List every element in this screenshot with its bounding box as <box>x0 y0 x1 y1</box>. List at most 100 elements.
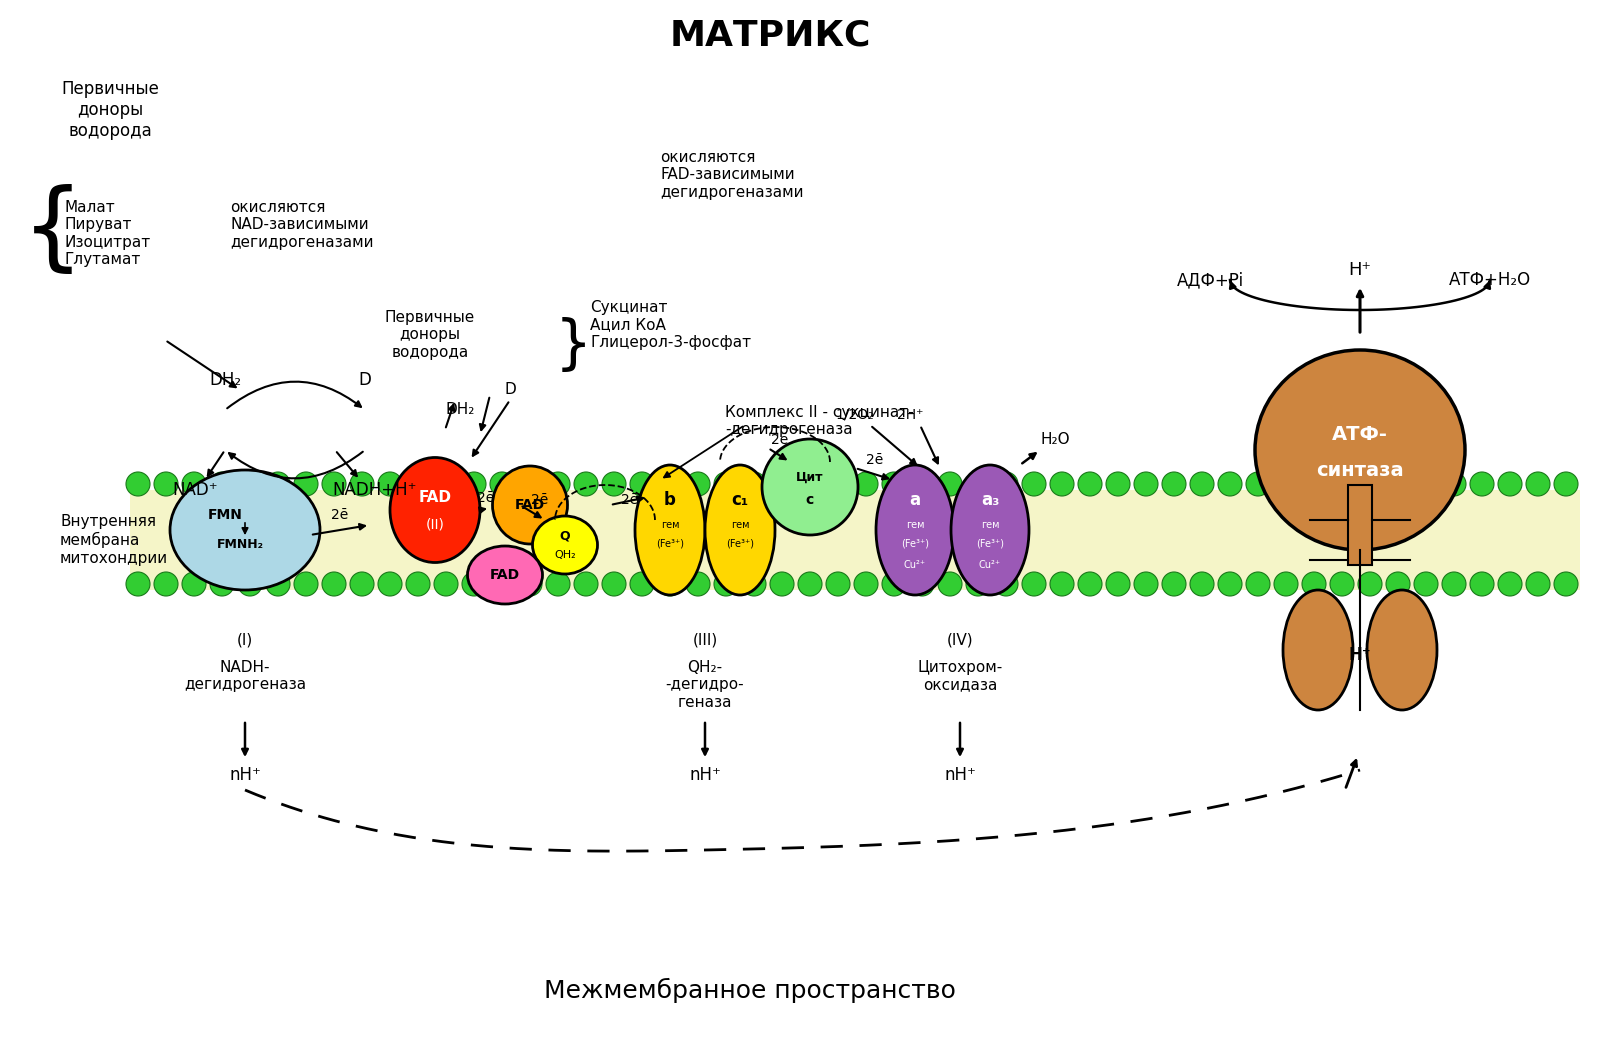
Circle shape <box>1442 572 1466 596</box>
Text: Малат
Пируват
Изоцитрат
Глутамат: Малат Пируват Изоцитрат Глутамат <box>66 200 152 267</box>
Circle shape <box>658 572 682 596</box>
Ellipse shape <box>170 470 320 590</box>
Text: 2ē: 2ē <box>531 493 549 507</box>
Text: (Fe³⁺): (Fe³⁺) <box>656 539 685 549</box>
Circle shape <box>490 572 514 596</box>
Text: гем: гем <box>731 520 749 530</box>
Circle shape <box>266 472 290 496</box>
Circle shape <box>602 572 626 596</box>
Text: H⁺: H⁺ <box>1349 261 1371 279</box>
Text: окисляются
FAD-зависимыми
дегидрогеназами: окисляются FAD-зависимыми дегидрогеназам… <box>661 150 803 199</box>
Circle shape <box>1162 572 1186 596</box>
Circle shape <box>322 572 346 596</box>
Ellipse shape <box>706 465 774 595</box>
Circle shape <box>126 472 150 496</box>
Circle shape <box>294 472 318 496</box>
Circle shape <box>1414 472 1438 496</box>
Circle shape <box>1162 472 1186 496</box>
Text: Межмембранное пространство: Межмембранное пространство <box>544 978 955 1003</box>
Circle shape <box>1134 572 1158 596</box>
Circle shape <box>238 472 262 496</box>
Circle shape <box>1050 572 1074 596</box>
Circle shape <box>994 472 1018 496</box>
Circle shape <box>546 472 570 496</box>
Circle shape <box>266 572 290 596</box>
Circle shape <box>406 472 430 496</box>
Text: FMN: FMN <box>208 508 243 522</box>
Circle shape <box>1554 572 1578 596</box>
Circle shape <box>630 472 654 496</box>
Circle shape <box>1022 572 1046 596</box>
Circle shape <box>1022 472 1046 496</box>
Text: DH₂: DH₂ <box>210 371 242 389</box>
Text: b: b <box>664 491 675 509</box>
Circle shape <box>1386 472 1410 496</box>
Ellipse shape <box>1283 590 1354 710</box>
Text: (IV): (IV) <box>947 633 973 647</box>
Circle shape <box>1358 472 1382 496</box>
Circle shape <box>882 572 906 596</box>
Bar <box>1347 485 1373 565</box>
Text: (I): (I) <box>237 633 253 647</box>
Circle shape <box>714 572 738 596</box>
Circle shape <box>994 572 1018 596</box>
Text: 2ē: 2ē <box>866 453 883 467</box>
Circle shape <box>462 472 486 496</box>
Ellipse shape <box>635 465 706 595</box>
Circle shape <box>658 472 682 496</box>
Text: гем: гем <box>661 520 680 530</box>
Circle shape <box>770 472 794 496</box>
Circle shape <box>1526 572 1550 596</box>
Circle shape <box>210 472 234 496</box>
Text: 2H⁺: 2H⁺ <box>898 408 923 422</box>
Circle shape <box>1050 472 1074 496</box>
Circle shape <box>1078 472 1102 496</box>
Text: Q: Q <box>560 530 570 542</box>
Text: 2ē: 2ē <box>621 493 638 507</box>
Ellipse shape <box>877 465 954 595</box>
Circle shape <box>742 572 766 596</box>
Text: FAD: FAD <box>490 568 520 582</box>
Circle shape <box>350 472 374 496</box>
Circle shape <box>938 572 962 596</box>
Text: a: a <box>909 491 920 509</box>
Text: nH⁺: nH⁺ <box>690 766 722 784</box>
Text: 2ē: 2ē <box>771 433 789 447</box>
Ellipse shape <box>493 466 568 544</box>
Circle shape <box>182 572 206 596</box>
Circle shape <box>294 572 318 596</box>
Circle shape <box>1190 572 1214 596</box>
Circle shape <box>966 472 990 496</box>
Circle shape <box>854 472 878 496</box>
Circle shape <box>518 472 542 496</box>
Circle shape <box>210 572 234 596</box>
Text: 2ē: 2ē <box>477 491 494 505</box>
Text: NADH+H⁺: NADH+H⁺ <box>333 481 418 499</box>
Ellipse shape <box>390 457 480 562</box>
Text: (II): (II) <box>426 517 445 531</box>
Circle shape <box>1246 472 1270 496</box>
Circle shape <box>1358 572 1382 596</box>
Circle shape <box>574 472 598 496</box>
Text: FAD: FAD <box>515 498 546 512</box>
Circle shape <box>434 472 458 496</box>
Text: DH₂: DH₂ <box>445 403 475 418</box>
Circle shape <box>938 472 962 496</box>
Circle shape <box>1498 472 1522 496</box>
Circle shape <box>434 572 458 596</box>
Text: 1/2O₂: 1/2O₂ <box>835 408 874 422</box>
Circle shape <box>882 472 906 496</box>
Circle shape <box>1442 472 1466 496</box>
Text: nH⁺: nH⁺ <box>229 766 261 784</box>
Text: a₃: a₃ <box>981 491 998 509</box>
Circle shape <box>686 472 710 496</box>
Circle shape <box>910 572 934 596</box>
Circle shape <box>546 572 570 596</box>
Circle shape <box>406 572 430 596</box>
Circle shape <box>910 472 934 496</box>
Text: (Fe³⁺): (Fe³⁺) <box>901 539 930 549</box>
Circle shape <box>378 472 402 496</box>
Circle shape <box>1106 572 1130 596</box>
Text: Цитохром-
оксидаза: Цитохром- оксидаза <box>917 660 1003 692</box>
Circle shape <box>574 572 598 596</box>
